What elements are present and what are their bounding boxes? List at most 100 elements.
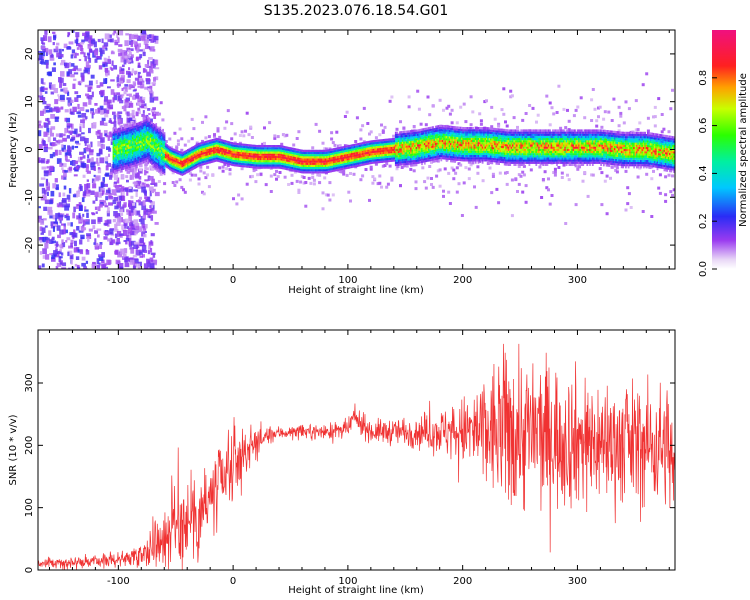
spectrogram-cell (323, 176, 327, 180)
spectrogram-cell (381, 158, 383, 161)
spectrogram-cell (134, 77, 140, 81)
spectrogram-cell (327, 151, 330, 154)
spectrogram-cell (243, 163, 246, 166)
spectrogram-cell (288, 153, 291, 156)
spectrogram-cell (159, 135, 162, 138)
spectrogram-cell (357, 155, 360, 159)
spectrogram-cell (249, 161, 251, 164)
spectrogram-cell (383, 138, 386, 142)
spectrogram-cell (70, 138, 74, 142)
spectrogram-cell (298, 162, 301, 165)
spectrogram-cell (330, 170, 332, 173)
spectrogram-cell (254, 180, 258, 184)
spectrogram-cell (50, 114, 56, 119)
spectrogram-cell (269, 155, 272, 158)
spectrogram-cell (218, 147, 221, 150)
spectrogram-cell (442, 189, 445, 193)
spectrogram-cell (251, 144, 254, 147)
spectrogram-cell (82, 191, 87, 196)
spectrogram-cell (148, 215, 151, 219)
spectrogram-cell (191, 161, 193, 165)
spectrogram-cell (73, 247, 78, 253)
spectrogram-cell (131, 134, 134, 138)
spectrogram-cell (171, 181, 175, 184)
spectrogram-cell (125, 162, 127, 165)
spectrogram-cell (127, 131, 130, 134)
spectrogram-cell (116, 177, 120, 184)
spectrogram-cell (266, 153, 269, 156)
spectrogram-cell (174, 170, 177, 173)
spectrogram-cell (74, 91, 79, 95)
spectrogram-cell (158, 168, 160, 171)
spectrogram-cell (294, 169, 297, 172)
spectrogram-cell (153, 139, 156, 142)
spectrogram-cell (214, 140, 217, 143)
spectrogram-cell (275, 157, 277, 161)
spectrogram-cell (160, 155, 163, 158)
spectrogram-cell (127, 168, 130, 171)
spectrogram-cell (40, 37, 45, 41)
spectrogram-cell (657, 186, 661, 190)
spectrogram-cell (107, 86, 111, 89)
spectrogram-cell (180, 148, 184, 152)
spectrogram-cell (120, 161, 123, 164)
spectrogram-cell (304, 164, 306, 167)
spectrogram-cell (117, 37, 120, 43)
spectrogram-cell (176, 164, 178, 168)
spectrogram-cell (360, 161, 363, 164)
spectrogram-cell (385, 145, 388, 148)
spectrogram-cell (171, 148, 174, 151)
spectrogram-cell (302, 164, 305, 167)
spectrogram-cell (78, 202, 82, 205)
spectrogram-cell (189, 169, 192, 172)
spectrogram-cell (328, 168, 331, 171)
spectrogram-cell (82, 213, 85, 217)
spectrogram-cell (375, 148, 378, 151)
spectrogram-cell (367, 153, 370, 157)
spectrogram-cell (328, 159, 331, 162)
spectrogram-cell (134, 172, 140, 179)
spectrogram-cell (84, 209, 89, 212)
spectrogram-cell (388, 153, 390, 156)
spectrogram-cell (199, 159, 202, 162)
spectrogram-cell (113, 118, 117, 123)
spectrogram-cell (450, 121, 454, 125)
spectrogram-cell (268, 145, 270, 148)
spectrogram-cell (221, 160, 224, 164)
spectrogram-cell (269, 190, 273, 193)
spectrogram-cell (202, 141, 204, 144)
spectrogram-cell (123, 158, 126, 161)
spectrogram-cell (246, 163, 248, 166)
spectrogram-cell (363, 154, 366, 157)
spectrogram-cell (284, 148, 287, 151)
spectrogram-cell (200, 150, 203, 153)
spectrogram-cell (174, 168, 177, 171)
spectrogram-cell (154, 76, 159, 81)
spectrogram-cell (215, 159, 218, 162)
spectrogram-cell (277, 162, 280, 165)
spectrogram-cell (162, 143, 164, 147)
spectrogram-cell (206, 149, 209, 152)
spectrogram-cell (156, 128, 159, 131)
spectrogram-cell (200, 159, 203, 162)
spectrogram-cell (138, 143, 141, 146)
spectrogram-cell (134, 136, 137, 139)
spectrogram-cell (125, 139, 127, 142)
spectrogram-cell (228, 154, 231, 157)
spectrogram-cell (370, 159, 372, 162)
spectrogram-cell (324, 149, 327, 152)
spectrogram-cell (388, 157, 390, 160)
spectrogram-cell (287, 159, 290, 162)
spectrogram-cell (198, 143, 200, 146)
spectrogram-cell (177, 152, 180, 155)
spectrogram-cell (130, 150, 133, 153)
spectrogram-cell (390, 153, 393, 156)
spectrogram-cell (149, 159, 152, 162)
spectrogram-cell (60, 62, 65, 66)
spectrogram-cell (240, 154, 243, 157)
spectrogram-cell (278, 171, 282, 174)
spectrogram-cell (331, 169, 334, 173)
spectrogram-cell (280, 162, 283, 165)
spectrogram-cell (284, 163, 287, 166)
spectrogram-cell (360, 148, 363, 151)
